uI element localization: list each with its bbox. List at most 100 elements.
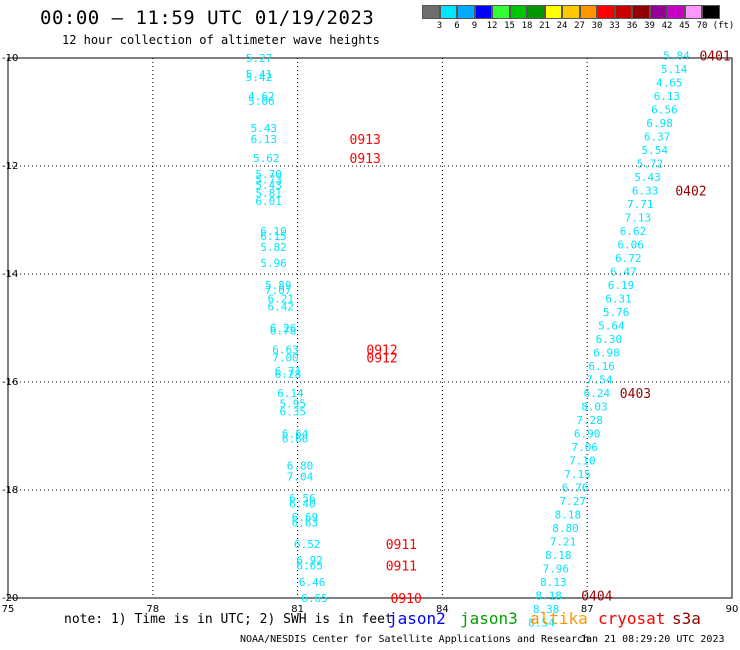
wave-height-point: 5.06 bbox=[248, 95, 275, 108]
plot-frame bbox=[7, 57, 733, 599]
color-scale-tick: 24 bbox=[556, 21, 568, 31]
chart-subtitle: 12 hour collection of altimeter wave hei… bbox=[62, 33, 380, 47]
color-scale-tick: 36 bbox=[626, 21, 638, 31]
x-tick-label: 84 bbox=[436, 604, 449, 615]
color-scale-tick: 6 bbox=[454, 21, 460, 31]
color-scale-unit: (ft) bbox=[712, 21, 735, 31]
wave-height-point: 5.81 bbox=[255, 187, 282, 200]
wave-height-point: 8.18 bbox=[555, 508, 582, 521]
color-swatch bbox=[702, 5, 720, 19]
wave-height-values: 5.275.415.424.625.065.436.135.625.705.73… bbox=[246, 49, 690, 629]
pass-number-label: 0403 bbox=[620, 387, 651, 402]
pass-number-label: 0911 bbox=[386, 560, 417, 575]
color-swatch bbox=[509, 5, 527, 19]
wave-height-point: 7.00 bbox=[272, 352, 299, 365]
wave-height-point: 6.21 bbox=[267, 292, 294, 305]
wave-height-point: 6.72 bbox=[615, 252, 642, 265]
wave-height-point: 7.13 bbox=[625, 211, 652, 224]
wave-height-point: 5.14 bbox=[661, 63, 688, 76]
wave-height-point: 6.65 bbox=[296, 560, 323, 573]
color-scale-tick: 30 bbox=[591, 21, 603, 31]
color-swatch bbox=[422, 5, 440, 19]
pass-number-label: 0913 bbox=[350, 152, 381, 167]
wave-height-point: 7.10 bbox=[569, 454, 596, 467]
wave-height-point: 5.64 bbox=[598, 319, 625, 332]
wave-height-point: 7.07 bbox=[265, 284, 292, 297]
wave-height-point: 4.62 bbox=[248, 90, 275, 103]
wave-height-point: 5.89 bbox=[265, 279, 292, 292]
wave-height-point: 6.10 bbox=[260, 225, 287, 238]
y-tick-label: -14 bbox=[2, 269, 18, 280]
wave-height-point: 6.40 bbox=[289, 498, 316, 511]
x-tick-label: 87 bbox=[581, 604, 594, 615]
y-tick-label: -18 bbox=[2, 485, 18, 496]
wave-height-point: 5.27 bbox=[246, 52, 273, 65]
color-scale-tick: 21 bbox=[539, 21, 550, 31]
wave-height-point: 6.65 bbox=[301, 592, 328, 605]
color-scale-tick: 15 bbox=[504, 21, 515, 31]
wave-height-point: 8.38 bbox=[533, 603, 560, 616]
color-scale-tick: 45 bbox=[679, 21, 690, 31]
wave-height-point: 5.70 bbox=[255, 168, 282, 181]
color-swatch bbox=[527, 5, 545, 19]
wave-height-point: 6.37 bbox=[644, 130, 671, 143]
wave-height-point: 6.14 bbox=[277, 387, 304, 400]
wave-height-point: 6.52 bbox=[294, 538, 321, 551]
wave-height-point: 6.15 bbox=[260, 230, 287, 243]
y-tick-label: -16 bbox=[2, 377, 18, 388]
wave-height-point: 6.35 bbox=[280, 406, 307, 419]
color-swatch bbox=[579, 5, 597, 19]
wave-height-point: 5.95 bbox=[280, 398, 307, 411]
pass-number-label: 0402 bbox=[675, 184, 706, 199]
wave-height-point: 6.01 bbox=[255, 195, 282, 208]
color-swatch bbox=[684, 5, 702, 19]
wave-height-point: 6.64 bbox=[282, 427, 309, 440]
x-tick-label: 81 bbox=[291, 604, 304, 615]
wave-height-point: 5.43 bbox=[634, 171, 661, 184]
wave-height-point: 6.62 bbox=[620, 225, 647, 238]
wave-height-point: 7.04 bbox=[287, 471, 314, 484]
color-swatch bbox=[614, 5, 632, 19]
wave-height-point: 6.90 bbox=[574, 427, 601, 440]
wave-height-point: 7.71 bbox=[627, 198, 654, 211]
satellite-altika: altika bbox=[530, 609, 588, 628]
pass-number-label: 0913 bbox=[350, 133, 381, 148]
wave-height-point: 5.82 bbox=[260, 241, 287, 254]
wave-height-point: 6.06 bbox=[617, 238, 644, 251]
wave-height-point: 6.31 bbox=[605, 292, 632, 305]
wave-height-point: 5.41 bbox=[246, 68, 273, 81]
wave-height-point: 6.56 bbox=[651, 103, 678, 116]
wave-height-point: 6.63 bbox=[272, 344, 299, 357]
y-tick-label: -20 bbox=[2, 593, 18, 604]
satellite-cryosat: cryosat bbox=[598, 609, 666, 628]
wave-height-point: 6.33 bbox=[632, 184, 659, 197]
wave-height-point: 6.69 bbox=[292, 511, 319, 524]
wave-height-point: 7.27 bbox=[559, 495, 586, 508]
pass-number-label: 0912 bbox=[366, 352, 397, 367]
wave-height-point: 6.76 bbox=[562, 481, 589, 494]
color-scale-tick: 3 bbox=[436, 21, 443, 31]
wave-height-point: 4.65 bbox=[656, 76, 683, 89]
wave-height-point: 6.13 bbox=[654, 90, 681, 103]
color-swatch bbox=[649, 5, 667, 19]
note-text: note: 1) Time is in UTC; 2) SWH is in fe… bbox=[64, 612, 393, 627]
color-swatch bbox=[492, 5, 510, 19]
wave-height-point: 6.92 bbox=[296, 554, 323, 567]
wave-height-point: 5.73 bbox=[255, 174, 282, 187]
timestamp-text: Jan 21 08:29:20 UTC 2023 bbox=[580, 634, 725, 645]
x-tick-label: 78 bbox=[146, 604, 159, 615]
wave-height-point: 6.63 bbox=[292, 516, 319, 529]
wave-height-point: 6.24 bbox=[584, 387, 611, 400]
color-swatch bbox=[632, 5, 650, 19]
wave-height-point: 6.26 bbox=[270, 322, 297, 335]
wave-height-point: 8.03 bbox=[581, 400, 608, 413]
color-scale-tick: 42 bbox=[661, 21, 673, 31]
color-scale-tick: 18 bbox=[521, 21, 533, 31]
chart-title: 00:00 – 11:59 UTC 01/19/2023 bbox=[40, 7, 375, 29]
y-tick-label: -12 bbox=[2, 161, 18, 172]
y-tick-label: -10 bbox=[2, 53, 18, 64]
wave-height-point: 7.21 bbox=[550, 535, 577, 548]
wave-height-point: 7.96 bbox=[543, 562, 570, 575]
wave-height-point: 6.16 bbox=[588, 360, 615, 373]
